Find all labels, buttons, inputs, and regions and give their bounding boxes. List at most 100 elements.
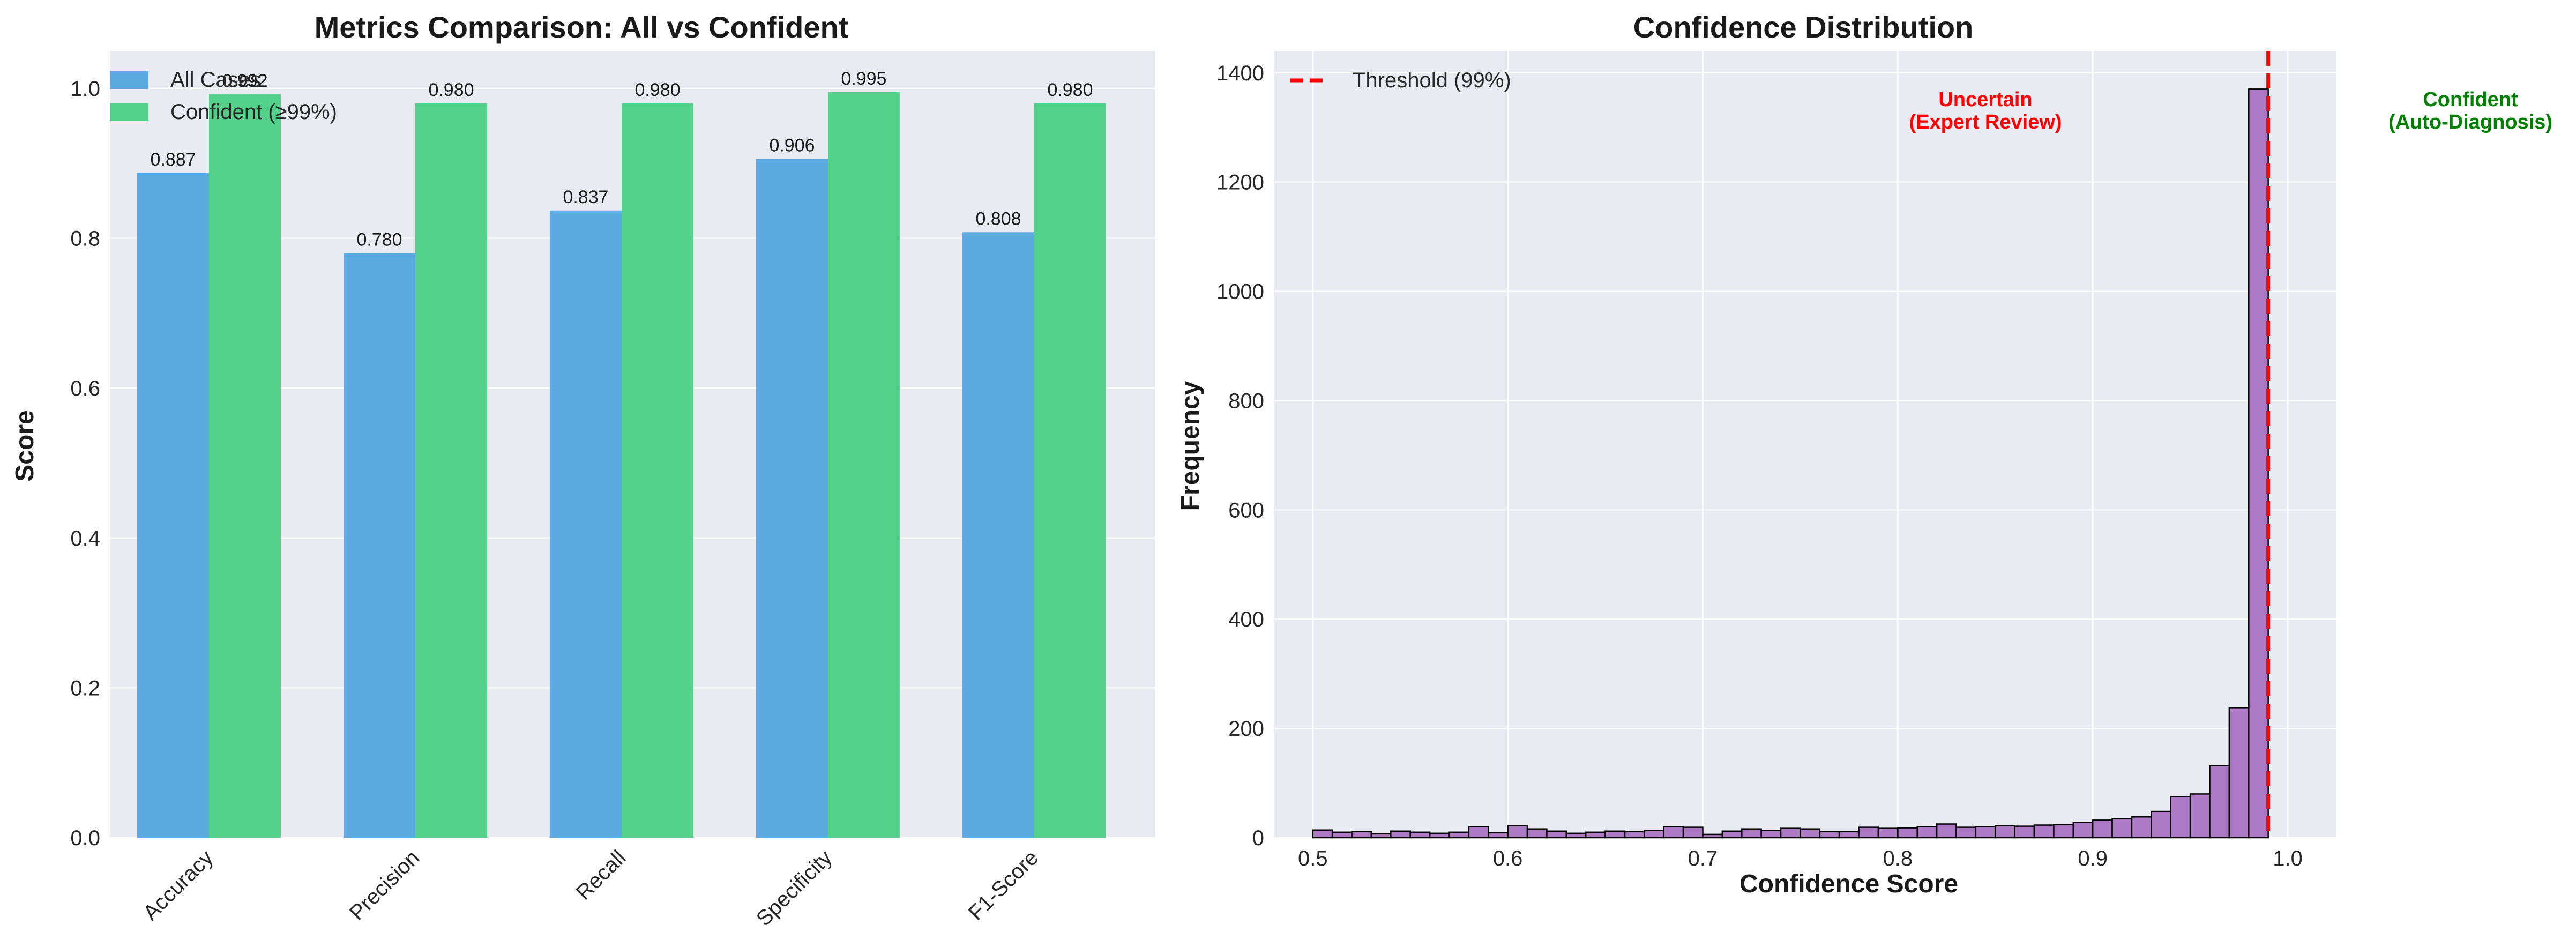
histogram-bar xyxy=(1682,826,1704,839)
histogram-bar xyxy=(1546,830,1567,839)
right-x-tick-label: 1.0 xyxy=(2273,847,2303,870)
histogram-bar xyxy=(1604,830,1626,839)
histogram-bar xyxy=(1995,825,2015,839)
histogram-bar xyxy=(1331,831,1353,839)
left-y-axis-label: Score xyxy=(11,410,39,481)
histogram-bar xyxy=(1526,828,1548,839)
histogram-bar xyxy=(1507,825,1528,839)
left-y-tick-label: 0.8 xyxy=(70,227,100,251)
x-tick-label: Recall xyxy=(572,846,631,905)
histogram-bar xyxy=(2111,818,2133,839)
annotation-confident: Confident xyxy=(2423,88,2518,111)
right-y-tick-label: 1400 xyxy=(1216,62,1264,85)
right-x-tick-label: 0.9 xyxy=(2078,847,2108,870)
histogram-bar xyxy=(1916,826,1938,839)
legend-swatch xyxy=(110,71,148,89)
histogram-bar xyxy=(1409,831,1431,839)
left-y-tick-label: 0.6 xyxy=(70,377,100,400)
right-x-axis-label: Confidence Score xyxy=(1739,870,1958,898)
left-chart-title: Metrics Comparison: All vs Confident xyxy=(315,10,849,44)
histogram-bar xyxy=(2228,707,2250,839)
histogram-bar xyxy=(1312,829,1333,839)
right-y-tick-label: 1000 xyxy=(1216,280,1264,304)
x-tick-label: Specificity xyxy=(752,846,837,930)
histogram-bar xyxy=(1838,831,1860,839)
histogram-bar xyxy=(1975,826,1996,839)
histogram-bar xyxy=(1644,830,1664,839)
annotation-uncertain: (Expert Review) xyxy=(1909,111,2062,133)
histogram-bar xyxy=(1487,832,1509,839)
histogram-bar xyxy=(1370,833,1392,839)
bar-value-label: 0.808 xyxy=(975,208,1021,229)
histogram-bar xyxy=(1390,830,1411,839)
bar-value-label: 0.995 xyxy=(841,69,886,89)
bar-all-cases xyxy=(344,253,415,838)
legend-label: Confident (≥99%) xyxy=(170,100,337,124)
x-tick-label: Precision xyxy=(345,846,424,924)
histogram-bar xyxy=(1741,828,1762,839)
confidence-distribution-chart: Confidence Distribution Frequency Confid… xyxy=(1176,10,2552,898)
right-y-tick-label: 1200 xyxy=(1216,171,1264,195)
histogram-bar xyxy=(1721,830,1743,839)
histogram-bar xyxy=(2092,819,2113,839)
histogram-bar xyxy=(1585,831,1606,839)
left-y-tick-label: 0.0 xyxy=(70,826,100,850)
right-y-tick-label: 800 xyxy=(1228,389,1264,413)
histogram-bar xyxy=(1819,831,1840,839)
histogram-bar xyxy=(1858,826,1879,839)
histogram-bar xyxy=(1624,831,1645,839)
histogram-bar xyxy=(2072,822,2094,839)
left-y-tick-label: 0.2 xyxy=(70,676,100,700)
histogram-bar xyxy=(2248,88,2269,839)
histogram-bar xyxy=(1936,823,1957,839)
annotation-confident: (Auto-Diagnosis) xyxy=(2388,111,2552,133)
bar-confident xyxy=(415,103,487,838)
right-chart-title: Confidence Distribution xyxy=(1633,10,1974,44)
annotation-uncertain: Uncertain xyxy=(1938,88,2032,111)
bar-value-label: 0.887 xyxy=(150,150,196,170)
bar-confident xyxy=(209,94,281,838)
histogram-bar xyxy=(1468,826,1489,839)
x-tick-label: F1-Score xyxy=(964,846,1043,924)
bar-confident xyxy=(828,92,900,838)
histogram-bar xyxy=(2170,796,2191,839)
right-y-tick-label: 0 xyxy=(1252,826,1264,850)
legend-label: All Cases xyxy=(170,68,261,92)
right-x-tick-label: 0.5 xyxy=(1298,847,1328,870)
histogram-bar xyxy=(1955,826,1977,839)
histogram-bar xyxy=(2189,793,2211,839)
histogram-bar xyxy=(1565,832,1587,839)
bar-value-label: 0.980 xyxy=(1047,80,1093,100)
histogram-bar xyxy=(1800,828,1821,839)
x-tick-label: Accuracy xyxy=(139,846,218,924)
histogram-bar xyxy=(2053,824,2074,839)
bar-all-cases xyxy=(756,159,828,838)
histogram-bar xyxy=(2014,825,2035,839)
histogram-bar xyxy=(1877,827,1899,839)
bar-value-label: 0.906 xyxy=(769,135,815,155)
bar-all-cases xyxy=(962,232,1034,838)
histogram-bar xyxy=(1351,831,1372,839)
right-y-tick-label: 400 xyxy=(1228,608,1264,631)
bar-value-label: 0.980 xyxy=(634,80,680,100)
bar-value-label: 0.980 xyxy=(428,80,474,100)
bar-value-label: 0.780 xyxy=(356,229,402,250)
right-x-tick-label: 0.6 xyxy=(1493,847,1523,870)
histogram-bar xyxy=(1702,833,1723,839)
left-y-tick-label: 0.4 xyxy=(70,527,100,550)
histogram-bar xyxy=(1780,827,1801,839)
histogram-bar xyxy=(1897,827,1918,839)
histogram-bar xyxy=(1760,830,1782,839)
histogram-bar xyxy=(2131,816,2152,839)
right-y-tick-label: 600 xyxy=(1228,498,1264,522)
bar-value-label: 0.837 xyxy=(563,187,608,207)
right-y-tick-label: 200 xyxy=(1228,717,1264,741)
bar-confident xyxy=(622,103,693,838)
histogram-bar xyxy=(1448,831,1470,839)
bar-all-cases xyxy=(137,173,209,838)
right-x-tick-label: 0.8 xyxy=(1883,847,1913,870)
histogram-bar xyxy=(2033,824,2055,839)
right-plot-area xyxy=(1274,51,2336,838)
right-x-tick-label: 0.7 xyxy=(1688,847,1718,870)
